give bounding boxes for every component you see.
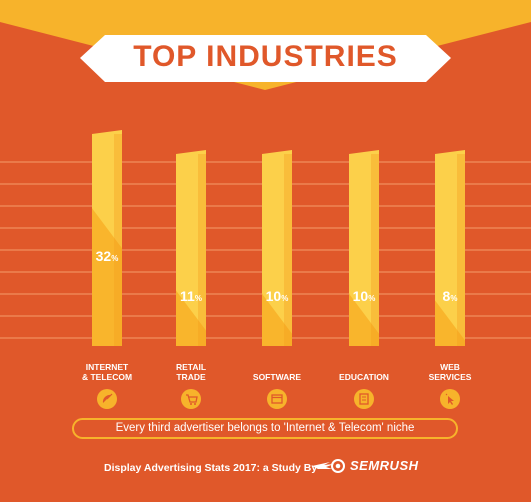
data-label-value: 10 <box>265 288 282 304</box>
data-label-unit: % <box>450 294 458 303</box>
data-label-value: 8 <box>442 288 451 304</box>
data-label-unit: % <box>368 294 376 303</box>
category-label-line2: EDUCATION <box>339 372 389 382</box>
category-label-line1: INTERNET <box>85 362 129 372</box>
category-label-line1: RETAIL <box>175 362 207 372</box>
bar <box>435 150 465 346</box>
satellite-dish-icon <box>97 389 117 409</box>
bar-shade <box>114 134 122 346</box>
footer-text: Display Advertising Stats 2017: a Study … <box>104 462 318 474</box>
bar-shade <box>457 154 465 346</box>
category-label-line1: WEB <box>440 362 460 372</box>
data-label: 11% <box>166 288 216 304</box>
bar <box>176 150 206 346</box>
bar-face <box>176 150 206 346</box>
category-label: RETAIL TRADE <box>146 362 236 382</box>
data-label: 10% <box>339 288 389 304</box>
semrush-logo: SEMRUSH <box>312 458 419 473</box>
category-label: INTERNET & TELECOM <box>62 362 152 382</box>
browser-window-icon <box>267 389 287 409</box>
category-label: EDUCATION <box>319 362 409 382</box>
bar-shade <box>198 154 206 346</box>
data-label: 10% <box>252 288 302 304</box>
data-label-unit: % <box>111 254 119 263</box>
bar <box>349 150 379 346</box>
category-label-line2: SOFTWARE <box>252 372 302 382</box>
data-label: 32% <box>82 248 132 264</box>
data-label-unit: % <box>281 294 289 303</box>
bar-shade <box>284 154 292 346</box>
category-label-line2: & TELECOM <box>81 372 133 382</box>
data-label-unit: % <box>194 294 202 303</box>
category-label-line1 <box>232 362 322 372</box>
bar-fill <box>92 208 122 346</box>
data-label: 8% <box>425 288 475 304</box>
bar-shade <box>371 154 379 346</box>
category-label-line1 <box>319 362 409 372</box>
cursor-click-icon <box>440 389 460 409</box>
bar-fill <box>349 293 379 346</box>
category-label: SOFTWARE <box>232 362 322 382</box>
bar <box>92 130 122 346</box>
category-label-line2: SERVICES <box>428 372 472 382</box>
page-title: TOP INDUSTRIES <box>133 40 398 73</box>
category-label: WEB SERVICES <box>405 362 495 382</box>
data-label-value: 11 <box>180 288 195 304</box>
title-banner <box>80 35 451 82</box>
brand-name: SEMRUSH <box>350 458 419 473</box>
insight-note: Every third advertiser belongs to 'Inter… <box>72 418 458 439</box>
bar-fill <box>435 300 465 346</box>
bar-fill <box>262 293 292 346</box>
fireball-icon <box>312 458 345 473</box>
bar-face <box>262 150 292 346</box>
bar-group <box>92 130 465 346</box>
bar-fill <box>176 290 206 346</box>
shopping-cart-icon <box>181 389 201 409</box>
category-label-line2: TRADE <box>176 372 206 382</box>
bar-face <box>435 150 465 346</box>
bar-face <box>349 150 379 346</box>
bar <box>262 150 292 346</box>
data-label-value: 32 <box>95 248 112 264</box>
book-icon <box>354 389 374 409</box>
data-label-value: 10 <box>352 288 369 304</box>
